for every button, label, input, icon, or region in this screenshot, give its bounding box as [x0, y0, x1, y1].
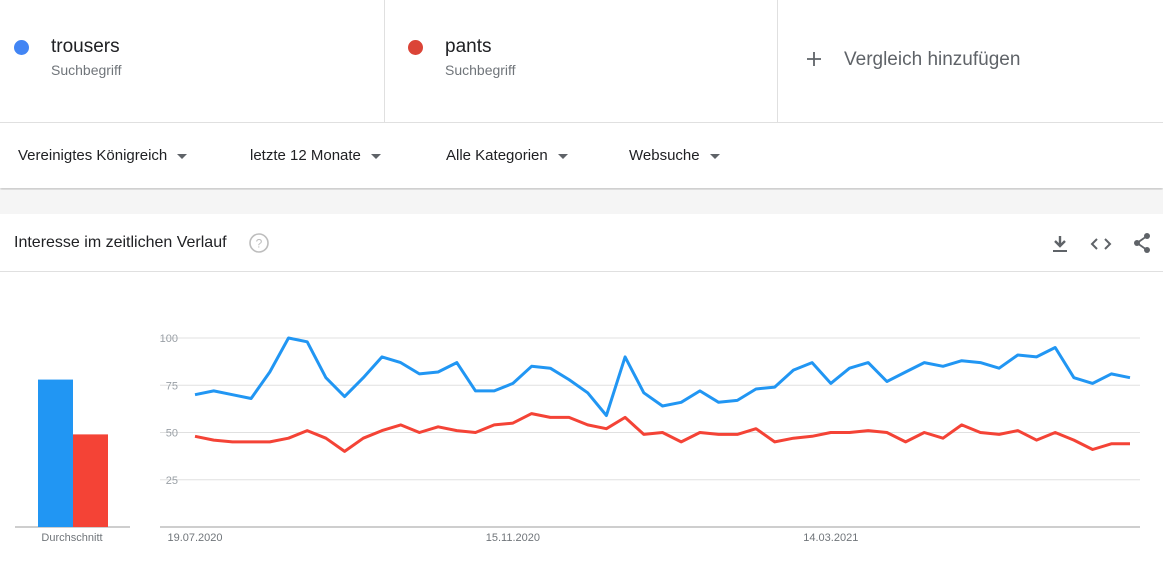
y-tick-label: 25: [166, 475, 178, 487]
spacer: [0, 190, 1163, 214]
panel-header: Interesse im zeitlichen Verlauf ?: [0, 214, 1163, 272]
panel-title: Interesse im zeitlichen Verlauf: [14, 234, 227, 251]
x-tick-label: 15.11.2020: [486, 532, 540, 544]
divider: [384, 0, 385, 122]
filter[interactable]: letzte 12 Monate: [250, 147, 381, 164]
y-tick-label: 75: [166, 380, 178, 392]
term-name[interactable]: pants: [445, 36, 492, 57]
x-tick-label: 19.07.2020: [167, 532, 222, 544]
filter-label: Vereinigtes Königreich: [18, 147, 168, 164]
term-dot: [408, 40, 423, 55]
filter[interactable]: Vereinigtes Königreich: [18, 147, 188, 164]
term-type: Suchbegriff: [51, 62, 122, 78]
plus-icon[interactable]: [806, 51, 822, 67]
compare-header: trousers Suchbegriff pants Suchbegriff V…: [0, 0, 1163, 123]
x-tick-label: 14.03.2021: [803, 532, 858, 544]
help-icon[interactable]: ?: [248, 232, 270, 254]
term-type: Suchbegriff: [445, 62, 516, 78]
series-line: [194, 336, 1131, 417]
average-label: Durchschnitt: [41, 532, 102, 544]
filter-label: Websuche: [629, 147, 700, 164]
filter-bar: Vereinigtes Königreich letzte 12 Monate …: [0, 123, 1163, 188]
share-icon[interactable]: [1132, 232, 1152, 254]
term-dot: [14, 40, 29, 55]
y-tick-label: 50: [166, 428, 178, 440]
filter[interactable]: Websuche: [629, 147, 720, 164]
filter-label: letzte 12 Monate: [250, 147, 361, 164]
filter-label: Alle Kategorien: [446, 147, 548, 164]
add-compare[interactable]: Vergleich hinzufügen: [844, 49, 1021, 70]
divider: [777, 0, 778, 122]
svg-text:?: ?: [256, 237, 263, 251]
average-bar: [73, 434, 108, 527]
download-icon[interactable]: [1050, 234, 1070, 254]
series-line: [194, 412, 1130, 453]
chart: Durchschnitt 25 50 75 100 19.07.2020 15.11.20…: [15, 333, 1140, 544]
filter[interactable]: Alle Kategorien: [446, 147, 568, 164]
term-name[interactable]: trousers: [51, 36, 120, 57]
embed-icon[interactable]: [1090, 234, 1112, 254]
average-bar: [38, 379, 73, 527]
y-tick-label: 100: [160, 333, 178, 345]
